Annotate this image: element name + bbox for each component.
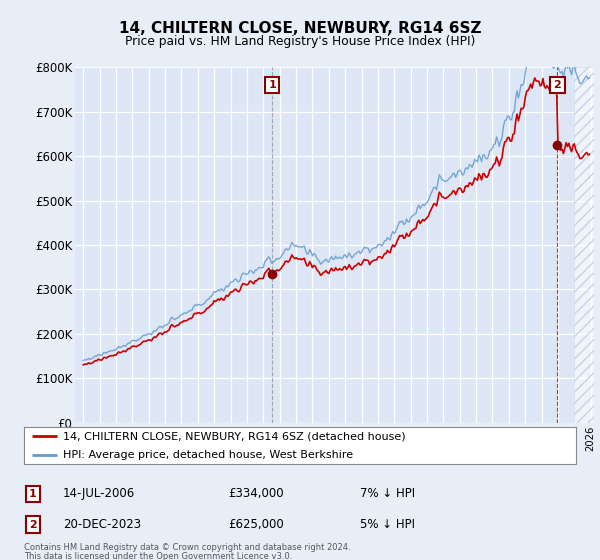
Text: 1: 1 [29,489,37,499]
Text: 14, CHILTERN CLOSE, NEWBURY, RG14 6SZ (detached house): 14, CHILTERN CLOSE, NEWBURY, RG14 6SZ (d… [62,431,405,441]
Bar [574,67,599,423]
Text: 14, CHILTERN CLOSE, NEWBURY, RG14 6SZ: 14, CHILTERN CLOSE, NEWBURY, RG14 6SZ [119,21,481,36]
Text: Price paid vs. HM Land Registry's House Price Index (HPI): Price paid vs. HM Land Registry's House … [125,35,475,48]
Text: 5% ↓ HPI: 5% ↓ HPI [360,518,415,531]
Text: HPI: Average price, detached house, West Berkshire: HPI: Average price, detached house, West… [62,450,353,460]
Text: Contains HM Land Registry data © Crown copyright and database right 2024.: Contains HM Land Registry data © Crown c… [24,543,350,552]
Text: 7% ↓ HPI: 7% ↓ HPI [360,487,415,501]
Text: 14-JUL-2006: 14-JUL-2006 [63,487,135,501]
Text: 2: 2 [554,80,562,90]
Text: 2: 2 [29,520,37,530]
Text: This data is licensed under the Open Government Licence v3.0.: This data is licensed under the Open Gov… [24,552,292,560]
Text: £334,000: £334,000 [228,487,284,501]
Text: 1: 1 [268,80,276,90]
Text: £625,000: £625,000 [228,518,284,531]
Text: 20-DEC-2023: 20-DEC-2023 [63,518,141,531]
